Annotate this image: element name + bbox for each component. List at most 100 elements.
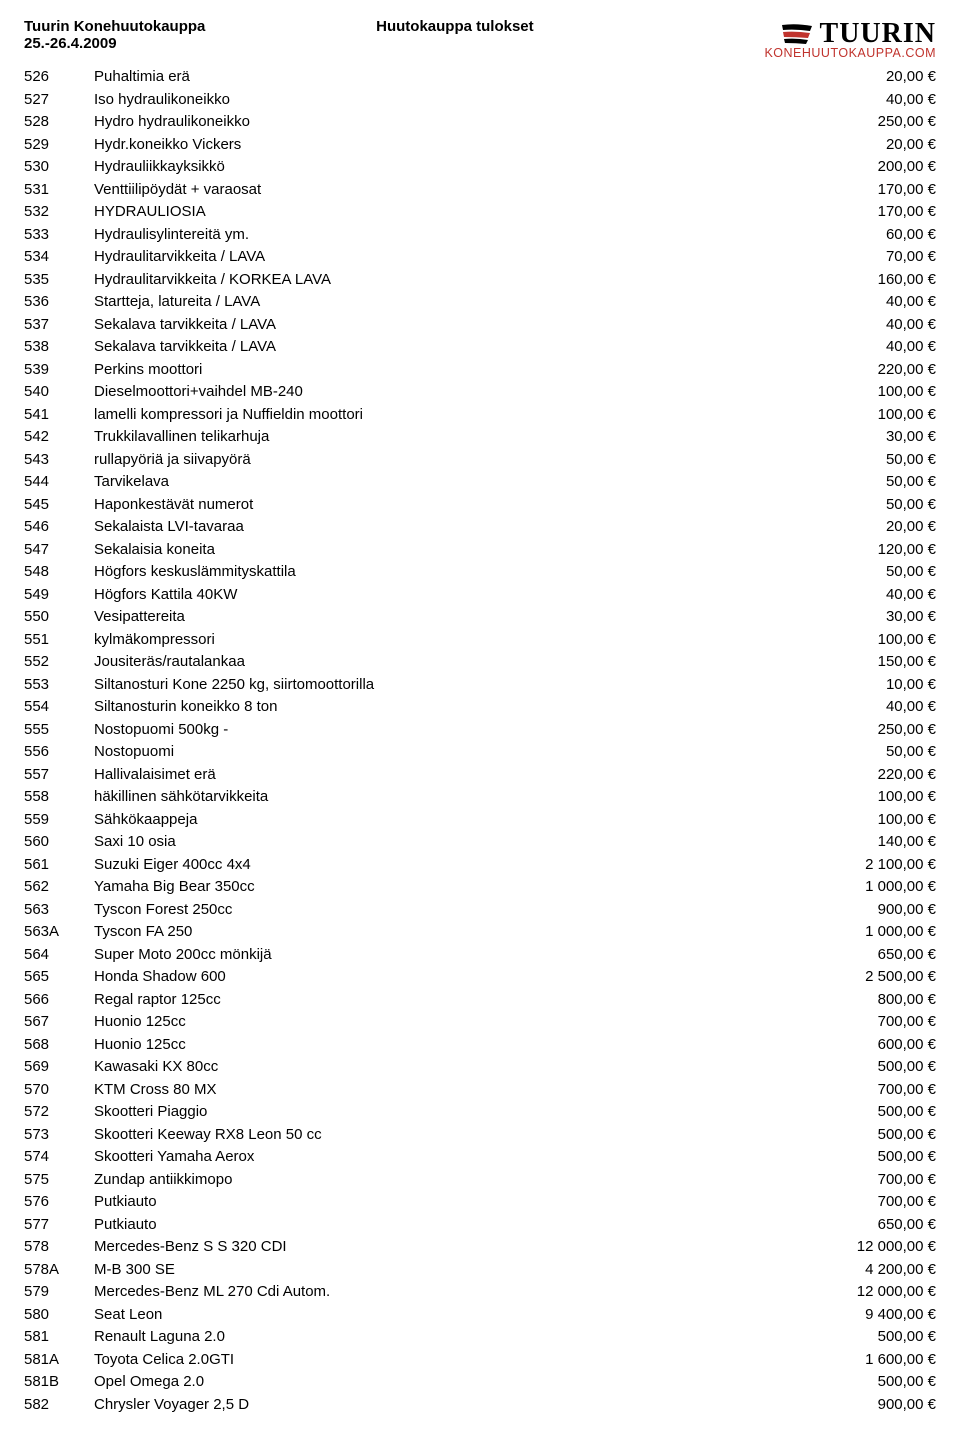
lot-description: Mercedes-Benz S S 320 CDI	[94, 1236, 806, 1259]
table-row: 532HYDRAULIOSIA170,00 €	[24, 201, 936, 224]
lot-description: Skootteri Keeway RX8 Leon 50 cc	[94, 1124, 806, 1147]
lot-description: Opel Omega 2.0	[94, 1371, 806, 1394]
table-row: 564Super Moto 200cc mönkijä650,00 €	[24, 944, 936, 967]
table-row: 527Iso hydraulikoneikko40,00 €	[24, 89, 936, 112]
lot-id: 562	[24, 876, 94, 899]
lot-price: 200,00 €	[806, 156, 936, 179]
lot-price: 30,00 €	[806, 426, 936, 449]
lot-description: Trukkilavallinen telikarhuja	[94, 426, 806, 449]
lot-id: 544	[24, 471, 94, 494]
lot-price: 900,00 €	[806, 899, 936, 922]
lot-description: M-B 300 SE	[94, 1259, 806, 1282]
lot-price: 20,00 €	[806, 134, 936, 157]
table-row: 559Sähkökaappeja100,00 €	[24, 809, 936, 832]
lot-description: Hydrauliikkayksikkö	[94, 156, 806, 179]
lot-price: 40,00 €	[806, 89, 936, 112]
lot-price: 650,00 €	[806, 1214, 936, 1237]
lot-description: Startteja, latureita / LAVA	[94, 291, 806, 314]
lot-price: 500,00 €	[806, 1124, 936, 1147]
lot-id: 560	[24, 831, 94, 854]
lot-id: 569	[24, 1056, 94, 1079]
lot-description: Renault Laguna 2.0	[94, 1326, 806, 1349]
lot-price: 100,00 €	[806, 786, 936, 809]
lot-price: 20,00 €	[806, 66, 936, 89]
logo-subtitle: KONEHUUTOKAUPPA.COM	[764, 46, 936, 60]
lot-price: 900,00 €	[806, 1394, 936, 1417]
lot-description: Hydr.koneikko Vickers	[94, 134, 806, 157]
lot-price: 9 400,00 €	[806, 1304, 936, 1327]
table-row: 556Nostopuomi50,00 €	[24, 741, 936, 764]
lot-price: 250,00 €	[806, 719, 936, 742]
lot-description: Hydraulitarvikkeita / LAVA	[94, 246, 806, 269]
lot-description: häkillinen sähkötarvikkeita	[94, 786, 806, 809]
lot-id: 574	[24, 1146, 94, 1169]
lot-price: 50,00 €	[806, 449, 936, 472]
table-row: 578Mercedes-Benz S S 320 CDI12 000,00 €	[24, 1236, 936, 1259]
lot-price: 150,00 €	[806, 651, 936, 674]
lot-description: Perkins moottori	[94, 359, 806, 382]
table-row: 569Kawasaki KX 80cc500,00 €	[24, 1056, 936, 1079]
table-row: 561Suzuki Eiger 400cc 4x42 100,00 €	[24, 854, 936, 877]
table-row: 548Högfors keskuslämmityskattila50,00 €	[24, 561, 936, 584]
lot-id: 557	[24, 764, 94, 787]
table-row: 563ATyscon FA 2501 000,00 €	[24, 921, 936, 944]
lot-price: 1 600,00 €	[806, 1349, 936, 1372]
results-title: Huutokauppa tulokset	[376, 18, 534, 35]
lot-price: 220,00 €	[806, 764, 936, 787]
lot-price: 160,00 €	[806, 269, 936, 292]
lot-price: 50,00 €	[806, 561, 936, 584]
lot-id: 542	[24, 426, 94, 449]
lot-price: 500,00 €	[806, 1371, 936, 1394]
lot-description: Chrysler Voyager 2,5 D	[94, 1394, 806, 1417]
lot-description: Vesipattereita	[94, 606, 806, 629]
lot-price: 50,00 €	[806, 494, 936, 517]
table-row: 537Sekalava tarvikkeita / LAVA40,00 €	[24, 314, 936, 337]
lot-description: Kawasaki KX 80cc	[94, 1056, 806, 1079]
lot-description: Honda Shadow 600	[94, 966, 806, 989]
lot-id: 566	[24, 989, 94, 1012]
table-row: 573Skootteri Keeway RX8 Leon 50 cc500,00…	[24, 1124, 936, 1147]
lot-description: Hydro hydraulikoneikko	[94, 111, 806, 134]
lot-id: 536	[24, 291, 94, 314]
lot-id: 547	[24, 539, 94, 562]
lot-id: 534	[24, 246, 94, 269]
lot-id: 576	[24, 1191, 94, 1214]
lot-price: 40,00 €	[806, 291, 936, 314]
table-row: 550Vesipattereita30,00 €	[24, 606, 936, 629]
lot-description: Skootteri Piaggio	[94, 1101, 806, 1124]
lot-id: 526	[24, 66, 94, 89]
lot-id: 543	[24, 449, 94, 472]
header-logo: TUURIN KONEHUUTOKAUPPA.COM	[764, 18, 936, 60]
lot-description: kylmäkompressori	[94, 629, 806, 652]
table-row: 581Renault Laguna 2.0500,00 €	[24, 1326, 936, 1349]
lot-description: Jousiteräs/rautalankaa	[94, 651, 806, 674]
table-row: 533Hydraulisylintereitä ym.60,00 €	[24, 224, 936, 247]
lot-id: 577	[24, 1214, 94, 1237]
lot-description: Sekalava tarvikkeita / LAVA	[94, 336, 806, 359]
lot-id: 564	[24, 944, 94, 967]
lot-price: 40,00 €	[806, 696, 936, 719]
lot-price: 100,00 €	[806, 381, 936, 404]
lot-id: 530	[24, 156, 94, 179]
lot-description: Saxi 10 osia	[94, 831, 806, 854]
lot-description: Sekalava tarvikkeita / LAVA	[94, 314, 806, 337]
lot-price: 2 100,00 €	[806, 854, 936, 877]
lot-id: 531	[24, 179, 94, 202]
lot-price: 700,00 €	[806, 1191, 936, 1214]
lot-price: 700,00 €	[806, 1169, 936, 1192]
lot-description: Suzuki Eiger 400cc 4x4	[94, 854, 806, 877]
lot-id: 561	[24, 854, 94, 877]
lot-description: HYDRAULIOSIA	[94, 201, 806, 224]
table-row: 535Hydraulitarvikkeita / KORKEA LAVA160,…	[24, 269, 936, 292]
lot-price: 40,00 €	[806, 314, 936, 337]
lot-description: Nostopuomi 500kg -	[94, 719, 806, 742]
lot-id: 548	[24, 561, 94, 584]
lot-price: 100,00 €	[806, 809, 936, 832]
lot-price: 170,00 €	[806, 201, 936, 224]
table-row: 544Tarvikelava50,00 €	[24, 471, 936, 494]
lot-description: Siltanosturin koneikko 8 ton	[94, 696, 806, 719]
table-row: 545Haponkestävät numerot50,00 €	[24, 494, 936, 517]
lot-id: 537	[24, 314, 94, 337]
table-row: 529Hydr.koneikko Vickers20,00 €	[24, 134, 936, 157]
lot-price: 800,00 €	[806, 989, 936, 1012]
